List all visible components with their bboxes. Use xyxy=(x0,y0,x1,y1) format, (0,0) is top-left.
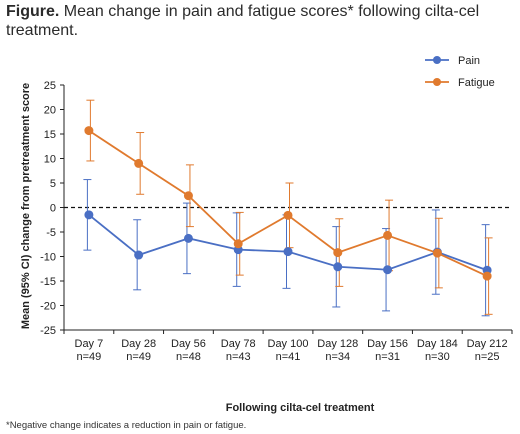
figure-title-text: Mean change in pain and fatigue scores* … xyxy=(6,3,480,39)
data-points xyxy=(84,126,492,281)
x-tick-label-n: n=49 xyxy=(126,351,151,363)
figure-title: Figure. Mean change in pain and fatigue … xyxy=(6,2,514,40)
y-tick-label: 25 xyxy=(44,80,56,92)
x-tick-label-n: n=34 xyxy=(325,351,350,363)
y-tick-label: 20 xyxy=(44,105,56,117)
x-tick-label-day: Day 78 xyxy=(221,338,256,350)
x-tick-label-day: Day 184 xyxy=(417,338,458,350)
x-tick-label-day: Day 56 xyxy=(171,338,206,350)
x-tick-label-day: Day 28 xyxy=(121,338,156,350)
y-tick-label: 15 xyxy=(44,129,56,141)
y-tick-label: -5 xyxy=(46,227,56,239)
data-point-fatigue xyxy=(233,239,243,249)
data-point-fatigue xyxy=(383,230,393,240)
y-axis-title: Mean (95% CI) change from pretreatment s… xyxy=(20,83,32,329)
data-point-fatigue xyxy=(134,158,144,168)
x-tick-label-day: Day 128 xyxy=(317,338,358,350)
x-tick-label-n: n=41 xyxy=(276,351,301,363)
data-point-pain xyxy=(283,247,293,257)
x-tick-label-day: Day 7 xyxy=(75,338,104,350)
legend-label-pain: Pain xyxy=(458,55,480,67)
data-point-fatigue xyxy=(333,248,343,258)
data-point-pain xyxy=(134,250,144,260)
x-tick-label-n: n=31 xyxy=(375,351,400,363)
x-tick-label-n: n=30 xyxy=(425,351,450,363)
data-point-fatigue xyxy=(84,126,94,136)
y-tick-label: 5 xyxy=(50,178,56,190)
x-tick-label-day: Day 212 xyxy=(467,338,508,350)
legend-swatch-marker xyxy=(433,78,441,86)
data-point-pain xyxy=(333,262,343,272)
x-tick-label-day: Day 100 xyxy=(268,338,309,350)
data-point-pain xyxy=(84,210,94,220)
x-tick-label-n: n=49 xyxy=(76,351,101,363)
y-tick-label: -25 xyxy=(40,325,56,337)
series-line-pain xyxy=(88,214,488,272)
data-point-pain xyxy=(383,265,393,275)
data-point-fatigue xyxy=(183,191,193,201)
figure-title-prefix: Figure. xyxy=(6,3,60,20)
y-tick-label: -20 xyxy=(40,301,56,313)
data-point-fatigue xyxy=(482,271,492,281)
data-point-fatigue xyxy=(283,210,293,220)
x-tick-label-n: n=25 xyxy=(475,351,500,363)
x-tick-label-n: n=48 xyxy=(176,351,201,363)
legend-label-fatigue: Fatigue xyxy=(458,77,495,89)
x-tick-label-n: n=43 xyxy=(226,351,251,363)
legend-swatch-marker xyxy=(433,56,441,64)
y-tick-label: -15 xyxy=(40,276,56,288)
y-tick-label: 0 xyxy=(50,203,56,215)
data-point-pain xyxy=(183,233,193,243)
data-point-fatigue xyxy=(432,248,442,258)
legend: Pain Fatigue xyxy=(425,55,495,89)
footnote: *Negative change indicates a reduction i… xyxy=(6,420,247,431)
y-tick-label: 10 xyxy=(44,154,56,166)
x-axis-title: Following cilta-cel treatment xyxy=(226,402,375,414)
y-tick-label: -10 xyxy=(40,252,56,264)
x-tick-label-day: Day 156 xyxy=(367,338,408,350)
